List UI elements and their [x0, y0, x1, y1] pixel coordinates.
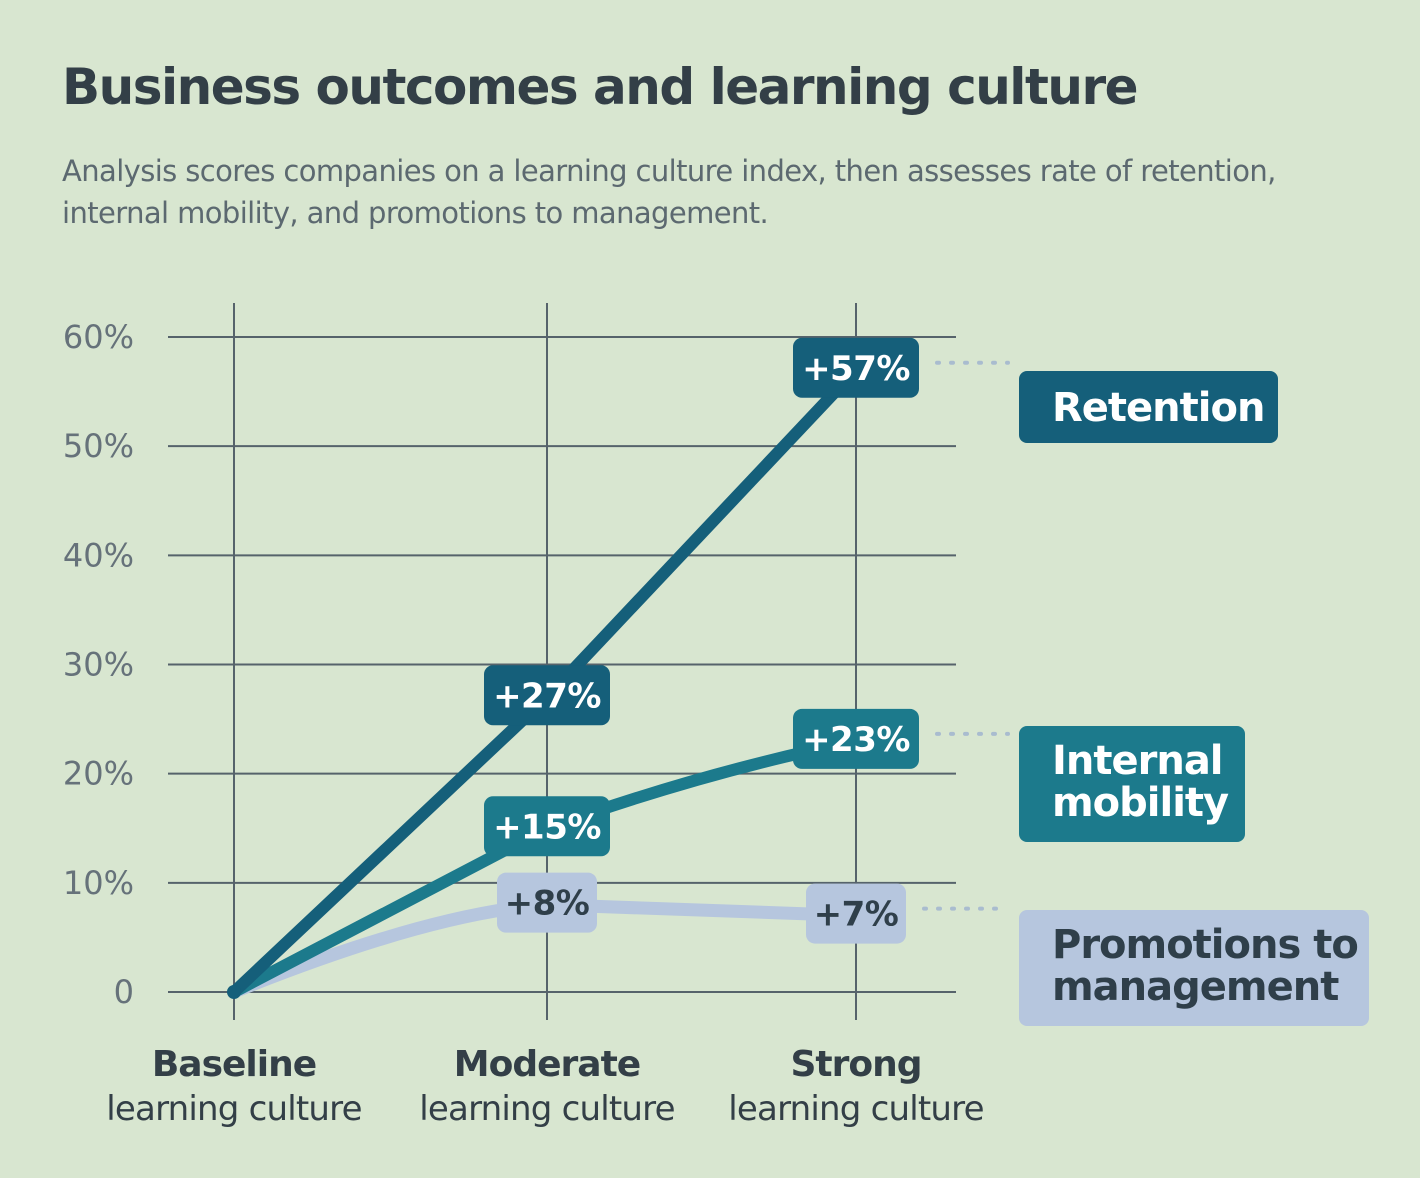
legend-box: [1019, 726, 1245, 842]
x-category-label: Strong: [790, 1044, 921, 1085]
legend-box: [1019, 371, 1278, 443]
legend-box: [1019, 910, 1369, 1026]
legend-label: management: [1052, 964, 1339, 1010]
data-label-text: +23%: [802, 720, 910, 760]
data-label-box: [793, 708, 919, 769]
x-category-sublabel: learning culture: [106, 1089, 361, 1129]
x-category-label: Moderate: [454, 1044, 640, 1085]
y-tick-label: 0: [114, 973, 134, 1011]
x-category-label: Baseline: [152, 1044, 316, 1085]
data-label-box: [806, 883, 906, 944]
data-label: +57%: [793, 337, 919, 398]
data-label-text: +7%: [814, 895, 899, 935]
legend-label: Internal: [1052, 738, 1223, 784]
data-label: +27%: [484, 665, 610, 726]
y-tick-label: 50%: [63, 427, 134, 465]
data-label: +7%: [806, 883, 906, 944]
legend-label: Promotions to: [1052, 922, 1358, 968]
data-label-box: [793, 337, 919, 398]
data-label-text: +27%: [493, 676, 601, 716]
y-tick-label: 30%: [63, 646, 134, 684]
data-label-text: +8%: [505, 884, 590, 924]
grid: [168, 303, 956, 1020]
legend-item: Retention: [1019, 371, 1278, 443]
y-tick-label: 20%: [63, 755, 134, 793]
origin-point: [227, 985, 241, 999]
x-category-sublabel: learning culture: [419, 1089, 674, 1129]
y-tick-label: 60%: [63, 318, 134, 356]
data-label: +23%: [793, 708, 919, 769]
legend-label: Retention: [1052, 385, 1264, 431]
data-label-box: [484, 665, 610, 726]
data-label-text: +57%: [802, 349, 910, 389]
data-label-text: +15%: [493, 807, 601, 847]
data-label-box: [484, 796, 610, 857]
data-label-box: [497, 872, 597, 933]
data-label: +8%: [497, 872, 597, 933]
chart-title: Business outcomes and learning culture: [62, 58, 1139, 116]
legend-connectors: [922, 360, 1010, 911]
chart-subtitle: Analysis scores companies on a learning …: [62, 154, 1276, 230]
data-labels: +8% +7% +15% +23% +27% +57%: [484, 337, 919, 944]
data-label: +15%: [484, 796, 610, 857]
y-tick-label: 40%: [63, 536, 134, 574]
x-category-sublabel: learning culture: [728, 1089, 983, 1129]
legend-label: mobility: [1052, 780, 1229, 826]
y-tick-label: 10%: [63, 864, 134, 902]
